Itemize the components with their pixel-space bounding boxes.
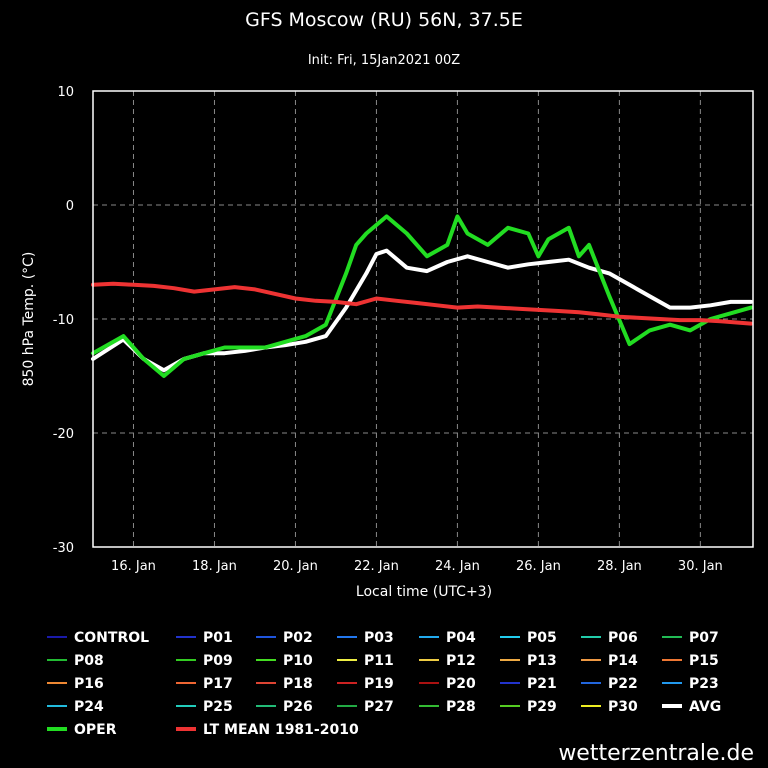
legend-label: P12 — [446, 653, 476, 669]
y-tick-label: 0 — [66, 199, 74, 214]
y-tick-label: 10 — [57, 85, 74, 100]
legend-label: P30 — [608, 699, 638, 715]
legend-label: P27 — [364, 699, 394, 715]
legend-label: CONTROL — [74, 630, 149, 646]
y-axis-label: 850 hPa Temp. (°C) — [21, 252, 37, 387]
legend-label: P20 — [446, 676, 476, 692]
legend-label: P19 — [364, 676, 394, 692]
y-tick-label: -30 — [53, 541, 74, 556]
legend-label: P02 — [283, 630, 313, 646]
x-tick-label: 16. Jan — [111, 559, 156, 574]
y-tick-label: -20 — [53, 427, 74, 442]
legend-label: P06 — [608, 630, 638, 646]
legend-label: P21 — [527, 676, 557, 692]
legend-label: P26 — [283, 699, 313, 715]
x-tick-label: 18. Jan — [192, 559, 237, 574]
legend-label: P01 — [203, 630, 233, 646]
series-layer — [91, 214, 753, 378]
legend-label: P23 — [689, 676, 719, 692]
legend-label: P03 — [364, 630, 394, 646]
legend-label: P18 — [283, 676, 313, 692]
series-line-avg — [91, 248, 753, 373]
legend-label: P07 — [689, 630, 719, 646]
legend-label: P24 — [74, 699, 104, 715]
x-tick-label: 24. Jan — [435, 559, 480, 574]
legend: CONTROL P01 P02 P03 P04 P05 P06 P07 P08 P09 P10 P11… — [47, 630, 721, 738]
x-tick-label: 26. Jan — [516, 559, 561, 574]
footer-watermark: wetterzentrale.de — [558, 741, 754, 766]
legend-label: P17 — [203, 676, 233, 692]
legend-label: P16 — [74, 676, 104, 692]
legend-label: P13 — [527, 653, 557, 669]
legend-label: P09 — [203, 653, 233, 669]
legend-label: P10 — [283, 653, 313, 669]
chart-title: GFS Moscow (RU) 56N, 37.5E — [245, 9, 523, 31]
x-tick-label: 28. Jan — [597, 559, 642, 574]
legend-label: P11 — [364, 653, 394, 669]
y-tick-label: -10 — [53, 313, 74, 328]
legend-label: P28 — [446, 699, 476, 715]
legend-label: AVG — [689, 699, 721, 715]
legend-label: LT MEAN 1981-2010 — [203, 722, 359, 738]
legend-label: P15 — [689, 653, 719, 669]
x-tick-label: 20. Jan — [273, 559, 318, 574]
plot-frame — [92, 90, 754, 548]
legend-label: P05 — [527, 630, 557, 646]
legend-label: P04 — [446, 630, 476, 646]
x-tick-label: 22. Jan — [354, 559, 399, 574]
legend-label: P22 — [608, 676, 638, 692]
legend-label: P29 — [527, 699, 557, 715]
series-line-oper — [91, 214, 753, 378]
chart-subtitle: Init: Fri, 15Jan2021 00Z — [308, 53, 460, 68]
legend-label: P14 — [608, 653, 638, 669]
legend-label: OPER — [74, 722, 117, 738]
legend-label: P08 — [74, 653, 104, 669]
tick-layer: 10 0 -10 -20 -30 16. Jan 18. Jan 20. Jan 22. Jan… — [53, 85, 723, 574]
series-line-lt-mean-1981-2010 — [91, 281, 753, 326]
legend-label: P25 — [203, 699, 233, 715]
x-tick-label: 30. Jan — [678, 559, 723, 574]
x-axis-label: Local time (UTC+3) — [356, 584, 492, 600]
